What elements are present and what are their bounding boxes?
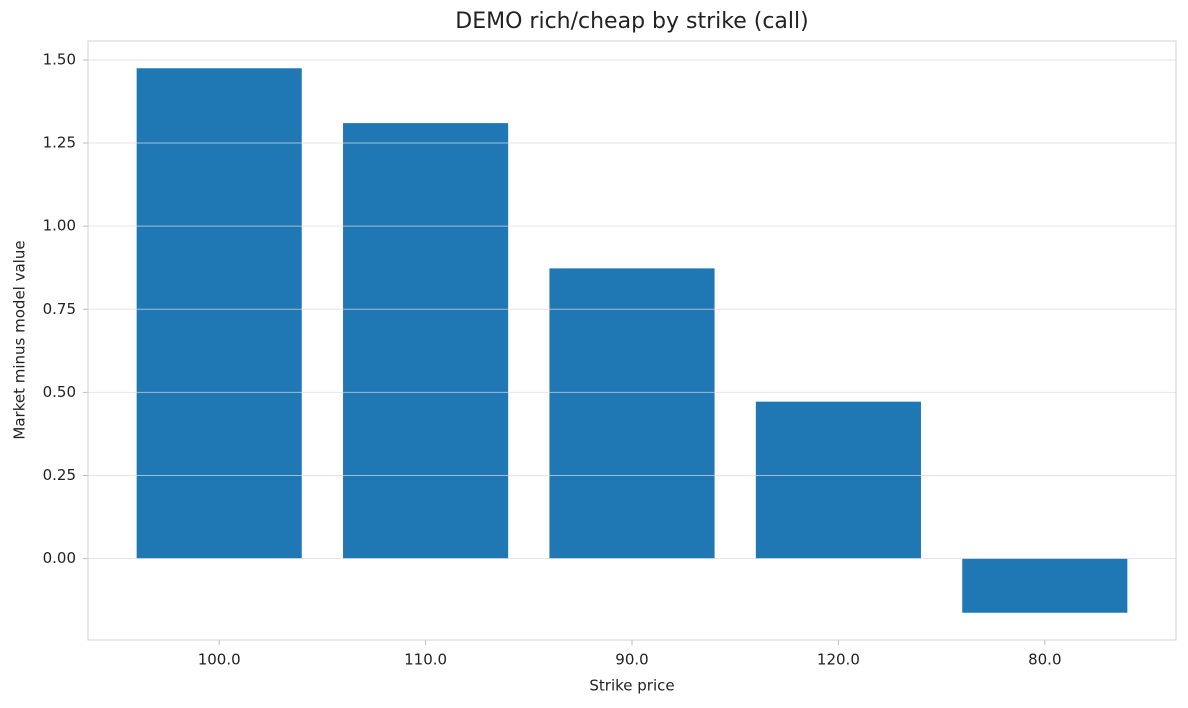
x-tick-label: 90.0	[615, 651, 648, 669]
y-axis-label: Market minus model value	[11, 240, 29, 439]
y-tick-label: 0.75	[43, 300, 76, 318]
bar	[136, 68, 302, 559]
bar	[549, 268, 715, 559]
chart-title: DEMO rich/cheap by strike (call)	[455, 9, 808, 34]
x-tick-label: 120.0	[817, 651, 860, 669]
bar	[343, 123, 509, 559]
y-tick-label: 1.25	[43, 134, 76, 152]
y-tick-label: 1.00	[43, 217, 76, 235]
y-tick-label: 1.50	[43, 50, 76, 68]
y-tick-label: 0.25	[43, 466, 76, 484]
y-tick-label: 0.50	[43, 383, 76, 401]
y-tick-label: 0.00	[43, 549, 76, 567]
x-axis-label: Strike price	[589, 677, 674, 695]
bar	[755, 401, 921, 559]
x-tick-label: 100.0	[198, 651, 241, 669]
bar	[962, 558, 1128, 613]
plot-frame	[87, 40, 1177, 641]
x-tick-label: 80.0	[1028, 651, 1061, 669]
x-tick-label: 110.0	[404, 651, 447, 669]
